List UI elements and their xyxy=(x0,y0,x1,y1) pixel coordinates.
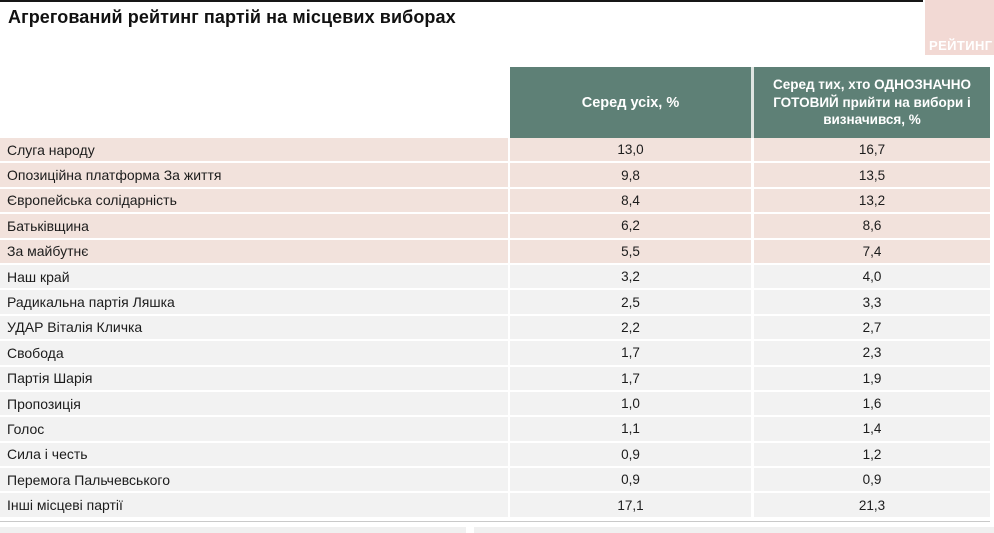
table-row: Голос 1,1 1,4 xyxy=(0,417,990,443)
page-title: Агрегований рейтинг партій на місцевих в… xyxy=(8,7,456,27)
party-name-cell: Європейська солідарність xyxy=(0,188,510,215)
value-all-cell: 17,1 xyxy=(510,493,754,519)
partial-next-row xyxy=(0,527,994,533)
value-ready-cell: 1,9 xyxy=(754,366,990,392)
party-name-cell: Партія Шарія xyxy=(0,366,510,392)
value-ready-cell: 13,5 xyxy=(754,163,990,189)
value-ready-cell: 1,4 xyxy=(754,417,990,443)
rating-logo: РЕЙТИНГ xyxy=(925,0,994,55)
value-all-cell: 1,7 xyxy=(510,366,754,392)
ratings-table: Серед усіх, % Серед тих, хто ОДНОЗНАЧНО … xyxy=(0,67,990,519)
table-bottom-line xyxy=(0,521,990,522)
party-name-cell: Голос xyxy=(0,417,510,443)
party-name-cell: За майбутнє xyxy=(0,239,510,265)
value-ready-cell: 1,6 xyxy=(754,391,990,418)
table-row: Радикальна партія Ляшка 2,5 3,3 xyxy=(0,290,990,316)
party-name-cell: УДАР Віталія Кличка xyxy=(0,315,510,342)
table-row: Інші місцеві партії 17,1 21,3 xyxy=(0,493,990,519)
table-row: Партія Шарія 1,7 1,9 xyxy=(0,366,990,392)
value-ready-cell: 21,3 xyxy=(754,493,990,519)
party-name-cell: Інші місцеві партії xyxy=(0,493,510,519)
value-ready-cell: 16,7 xyxy=(754,138,990,164)
value-ready-cell: 3,3 xyxy=(754,290,990,316)
table-row: Сила і честь 0,9 1,2 xyxy=(0,442,990,469)
top-border-line xyxy=(0,0,923,2)
value-ready-cell: 13,2 xyxy=(754,188,990,215)
table-row: Пропозиція 1,0 1,6 xyxy=(0,391,990,418)
value-ready-cell: 2,3 xyxy=(754,341,990,367)
value-ready-cell: 7,4 xyxy=(754,239,990,265)
table-row: Свобода 1,7 2,3 xyxy=(0,341,990,367)
party-name-cell: Батьківщина xyxy=(0,214,510,240)
party-name-cell: Радикальна партія Ляшка xyxy=(0,290,510,316)
value-all-cell: 0,9 xyxy=(510,442,754,469)
value-all-cell: 9,8 xyxy=(510,163,754,189)
table-row: Наш край 3,2 4,0 xyxy=(0,264,990,291)
value-all-cell: 1,0 xyxy=(510,391,754,418)
value-all-cell: 1,7 xyxy=(510,341,754,367)
party-name-cell: Свобода xyxy=(0,341,510,367)
header-among-all-cell: Серед усіх, % xyxy=(510,67,754,138)
table-row: Батьківщина 6,2 8,6 xyxy=(0,214,990,240)
header-among-ready-cell: Серед тих, хто ОДНОЗНАЧНО ГОТОВИЙ прийти… xyxy=(754,67,990,138)
table-header-row: Серед усіх, % Серед тих, хто ОДНОЗНАЧНО … xyxy=(0,67,990,138)
value-all-cell: 6,2 xyxy=(510,214,754,240)
table-row: Слуга народу 13,0 16,7 xyxy=(0,138,990,164)
value-all-cell: 13,0 xyxy=(510,138,754,164)
value-all-cell: 1,1 xyxy=(510,417,754,443)
value-ready-cell: 8,6 xyxy=(754,214,990,240)
party-name-cell: Пропозиція xyxy=(0,391,510,418)
partial-row-column-gap xyxy=(466,527,474,533)
value-all-cell: 5,5 xyxy=(510,239,754,265)
value-ready-cell: 0,9 xyxy=(754,468,990,494)
party-name-cell: Сила і честь xyxy=(0,442,510,469)
table-row: Перемога Пальчевського 0,9 0,9 xyxy=(0,468,990,494)
value-ready-cell: 1,2 xyxy=(754,442,990,469)
party-name-cell: Опозиційна платформа За життя xyxy=(0,163,510,189)
value-ready-cell: 4,0 xyxy=(754,264,990,291)
table-row: УДАР Віталія Кличка 2,2 2,7 xyxy=(0,315,990,342)
table-row: За майбутнє 5,5 7,4 xyxy=(0,239,990,265)
party-name-cell: Перемога Пальчевського xyxy=(0,468,510,494)
party-name-cell: Наш край xyxy=(0,264,510,291)
value-all-cell: 8,4 xyxy=(510,188,754,215)
rating-logo-text: РЕЙТИНГ xyxy=(929,38,993,53)
header-party-cell xyxy=(0,67,510,138)
value-all-cell: 2,5 xyxy=(510,290,754,316)
table-row: Європейська солідарність 8,4 13,2 xyxy=(0,188,990,215)
value-ready-cell: 2,7 xyxy=(754,315,990,342)
party-name-cell: Слуга народу xyxy=(0,138,510,164)
value-all-cell: 3,2 xyxy=(510,264,754,291)
table-row: Опозиційна платформа За життя 9,8 13,5 xyxy=(0,163,990,189)
value-all-cell: 2,2 xyxy=(510,315,754,342)
value-all-cell: 0,9 xyxy=(510,468,754,494)
